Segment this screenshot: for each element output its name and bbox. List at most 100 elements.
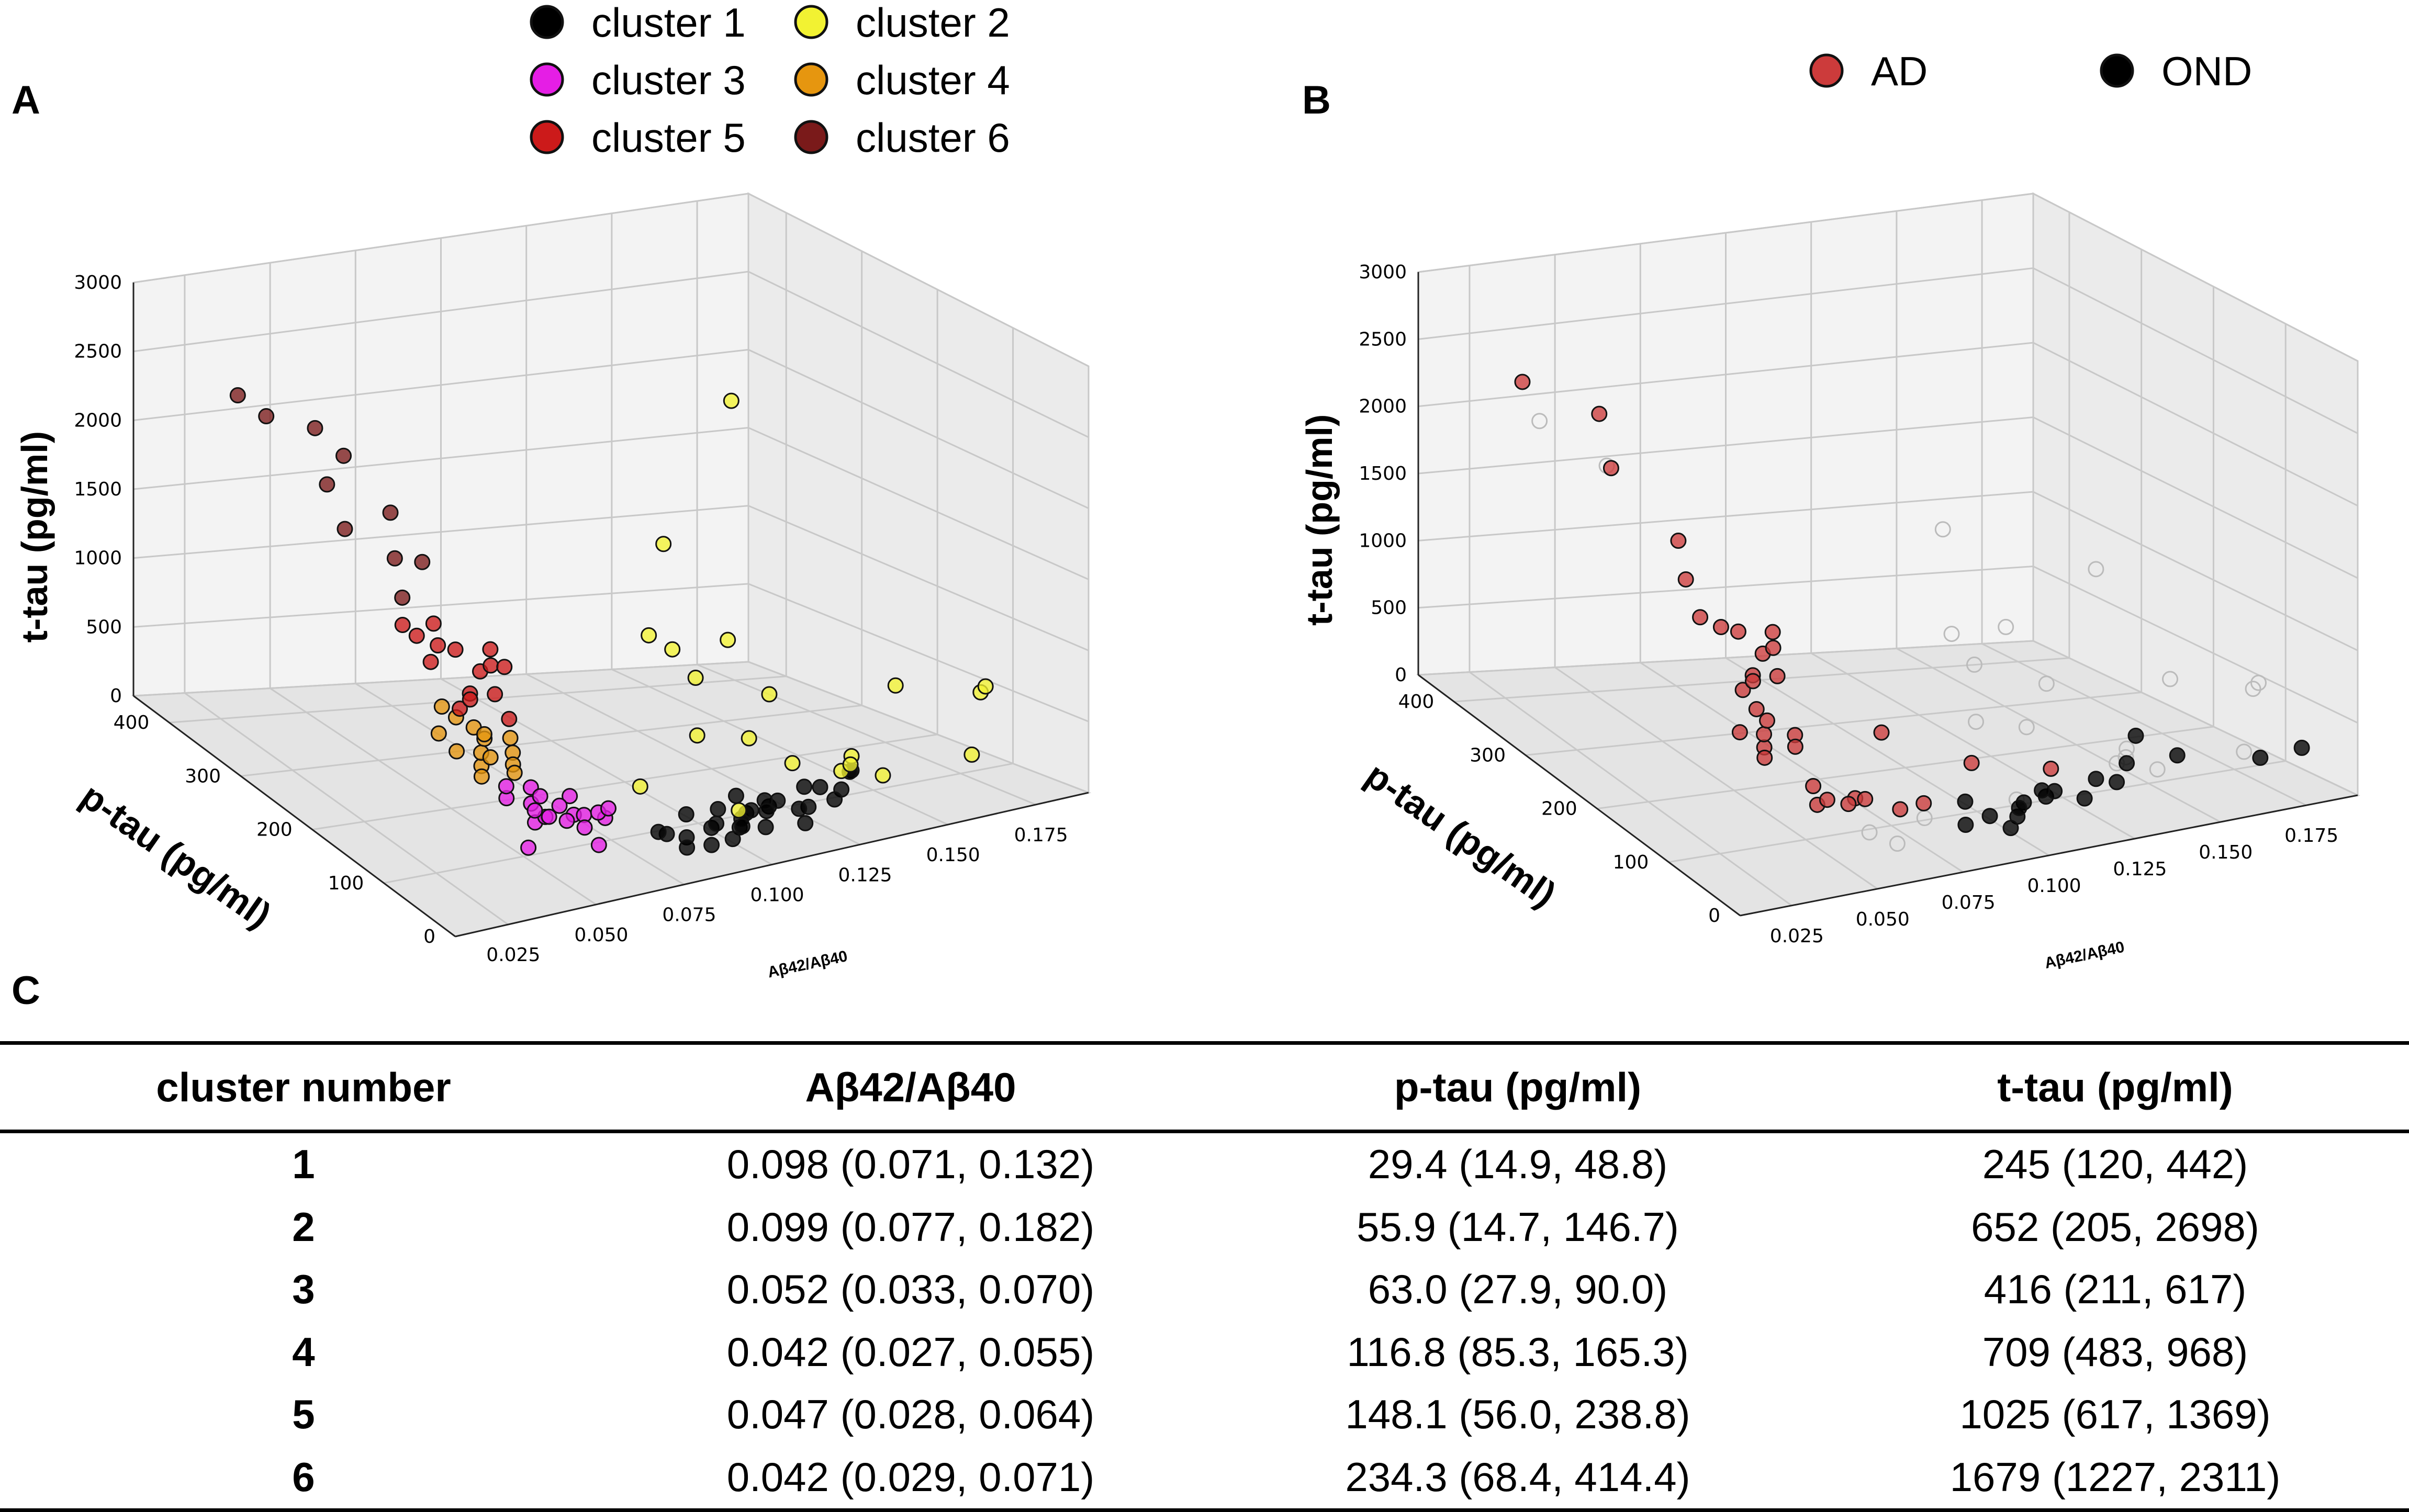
data-point xyxy=(2002,820,2019,837)
data-point xyxy=(1756,726,1773,742)
z-tick-label: 500 xyxy=(1371,597,1407,619)
table-row: 6 0.042 (0.029, 0.071) 234.3 (68.4, 414.… xyxy=(0,1446,2409,1510)
data-point xyxy=(394,617,411,634)
z-gridline xyxy=(133,193,1089,367)
data-point xyxy=(1966,656,1982,673)
data-point xyxy=(1963,754,1980,771)
x-tick-label: 0.150 xyxy=(2199,842,2253,863)
x-tick-label: 0.125 xyxy=(2113,859,2167,880)
data-point xyxy=(875,767,891,784)
legend-label: cluster 2 xyxy=(856,0,1010,46)
data-point xyxy=(483,657,499,674)
data-point xyxy=(1981,808,1998,825)
data-point xyxy=(532,788,548,805)
cell-abeta: 0.052 (0.033, 0.070) xyxy=(726,1266,1095,1313)
data-point xyxy=(1677,571,1694,588)
x-tick-label: 0.075 xyxy=(662,905,716,926)
table-row: 1 0.098 (0.071, 0.132) 29.4 (14.9, 48.8)… xyxy=(0,1132,2409,1196)
legend-marker xyxy=(794,62,828,97)
plot-panel-a: 0.025 0.050 0.075 0.100 0.125 0.150 0.175 0 100 2… xyxy=(14,0,1092,981)
data-point xyxy=(757,819,774,836)
data-point xyxy=(2252,749,2269,766)
data-point xyxy=(2109,774,2125,791)
data-point xyxy=(482,641,499,658)
data-point xyxy=(2127,727,2144,744)
z-gridline xyxy=(1418,267,2358,434)
y-axis-line xyxy=(1418,674,1741,917)
z-gridline xyxy=(133,583,1089,723)
data-point xyxy=(452,701,468,717)
data-point xyxy=(229,387,246,404)
cell-cluster: 4 xyxy=(292,1328,315,1375)
z-tick-label: 1000 xyxy=(1359,530,1407,551)
data-point xyxy=(1748,701,1765,717)
data-point xyxy=(842,756,859,773)
data-point xyxy=(425,615,442,632)
data-point xyxy=(1764,624,1781,640)
data-point xyxy=(526,802,543,819)
data-point xyxy=(462,691,478,708)
cell-abeta: 0.047 (0.028, 0.064) xyxy=(726,1391,1095,1438)
data-point xyxy=(498,778,514,795)
legend-label: AD xyxy=(1871,48,1928,94)
data-point xyxy=(734,818,750,834)
data-point xyxy=(1765,639,1781,656)
data-point xyxy=(724,831,741,848)
x-tick-label: 0.175 xyxy=(2284,825,2338,847)
scatter-plots: 0.025 0.050 0.075 0.100 0.125 0.150 0.175 0 100 2… xyxy=(14,0,2360,981)
cell-abeta: 0.042 (0.029, 0.071) xyxy=(726,1453,1095,1500)
data-point xyxy=(502,730,519,747)
data-point xyxy=(1787,738,1803,755)
cell-t-tau: 652 (205, 2698) xyxy=(1971,1203,2259,1250)
data-point xyxy=(2162,671,2179,687)
z-tick-label: 0 xyxy=(1395,664,1407,686)
header-p-tau: p-tau (pg/ml) xyxy=(1394,1064,1642,1110)
cell-t-tau: 1025 (617, 1369) xyxy=(1959,1391,2271,1438)
data-point xyxy=(576,819,593,836)
data-point xyxy=(758,803,775,819)
legend-marker xyxy=(794,120,828,154)
data-point xyxy=(476,726,492,742)
legend-label: cluster 1 xyxy=(591,0,746,46)
legend-label: cluster 5 xyxy=(591,115,746,161)
data-point xyxy=(655,536,672,552)
z-tick-label: 3000 xyxy=(1359,262,1407,283)
data-point xyxy=(720,631,736,648)
y-tick-label: 100 xyxy=(328,873,364,894)
data-point xyxy=(1712,618,1729,635)
data-point xyxy=(2018,719,2035,736)
z-gridline xyxy=(1418,193,2358,362)
x-tick-label: 0.100 xyxy=(2027,875,2081,897)
data-point xyxy=(319,476,335,493)
data-point xyxy=(430,725,447,742)
data-point xyxy=(2293,739,2310,756)
header-abeta-ratio: Aβ42/Aβ40 xyxy=(805,1064,1016,1110)
legend-marker xyxy=(2100,53,2134,88)
data-point xyxy=(1998,618,2014,635)
z-gridline xyxy=(133,505,1089,651)
data-point xyxy=(741,730,757,747)
data-point xyxy=(1731,724,1748,741)
y-tick-label: 300 xyxy=(1470,744,1506,766)
data-point xyxy=(473,768,490,785)
cell-p-tau: 29.4 (14.9, 48.8) xyxy=(1368,1141,1668,1188)
data-point xyxy=(1873,724,1890,741)
z-tick-label: 2000 xyxy=(1359,396,1407,418)
z-tick-label: 0 xyxy=(110,685,122,707)
data-point xyxy=(1934,521,1951,538)
data-point xyxy=(791,800,808,817)
z-gridline xyxy=(1418,565,2358,724)
x-tick-label: 0.050 xyxy=(1856,909,1910,930)
cell-t-tau: 245 (120, 442) xyxy=(1982,1141,2248,1188)
data-point xyxy=(678,806,694,822)
data-point xyxy=(1968,714,1985,730)
y-tick-label: 200 xyxy=(256,819,293,841)
legend-marker xyxy=(530,62,564,97)
data-point xyxy=(414,554,431,570)
data-point xyxy=(1692,609,1709,626)
data-point xyxy=(433,698,450,715)
data-point xyxy=(2088,561,2104,578)
data-point xyxy=(679,839,696,856)
data-point xyxy=(1758,712,1775,729)
z-tick-label: 2000 xyxy=(74,410,122,431)
